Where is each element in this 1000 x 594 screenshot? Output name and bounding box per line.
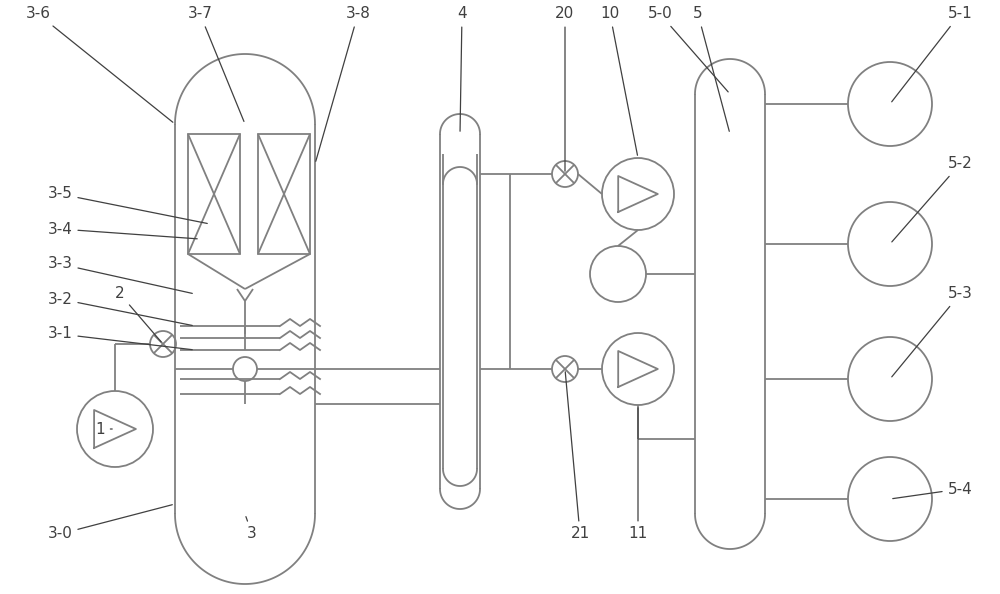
- Text: 5: 5: [693, 7, 729, 131]
- Circle shape: [602, 333, 674, 405]
- Text: 3-1: 3-1: [48, 327, 192, 350]
- Text: 3-3: 3-3: [48, 257, 192, 293]
- Text: 3-0: 3-0: [48, 505, 172, 542]
- Circle shape: [848, 62, 932, 146]
- Circle shape: [848, 337, 932, 421]
- Circle shape: [602, 158, 674, 230]
- Text: 21: 21: [565, 372, 590, 542]
- Text: 3-6: 3-6: [26, 7, 173, 122]
- Bar: [188, 134, 240, 254]
- Circle shape: [150, 331, 176, 357]
- Circle shape: [552, 356, 578, 382]
- Text: 3-4: 3-4: [48, 222, 197, 239]
- Circle shape: [552, 161, 578, 187]
- Circle shape: [848, 202, 932, 286]
- Text: 5-3: 5-3: [892, 286, 972, 377]
- Text: 5-0: 5-0: [648, 7, 728, 92]
- Text: 2: 2: [115, 286, 161, 342]
- Circle shape: [77, 391, 153, 467]
- Text: 3-2: 3-2: [48, 292, 192, 326]
- Text: 4: 4: [457, 7, 467, 131]
- Text: 1: 1: [95, 422, 112, 437]
- Circle shape: [590, 246, 646, 302]
- Text: 3: 3: [246, 517, 257, 542]
- Text: 3-7: 3-7: [188, 7, 244, 121]
- Text: 11: 11: [628, 407, 648, 542]
- Text: 5-2: 5-2: [892, 156, 972, 242]
- Circle shape: [848, 457, 932, 541]
- Text: 3-5: 3-5: [48, 187, 207, 223]
- Text: 20: 20: [555, 7, 575, 171]
- Bar: [258, 134, 310, 254]
- Text: 5-1: 5-1: [892, 7, 972, 102]
- Text: 3-8: 3-8: [316, 7, 370, 162]
- Circle shape: [233, 357, 257, 381]
- Text: 10: 10: [600, 7, 637, 155]
- Text: 5-4: 5-4: [893, 482, 972, 498]
